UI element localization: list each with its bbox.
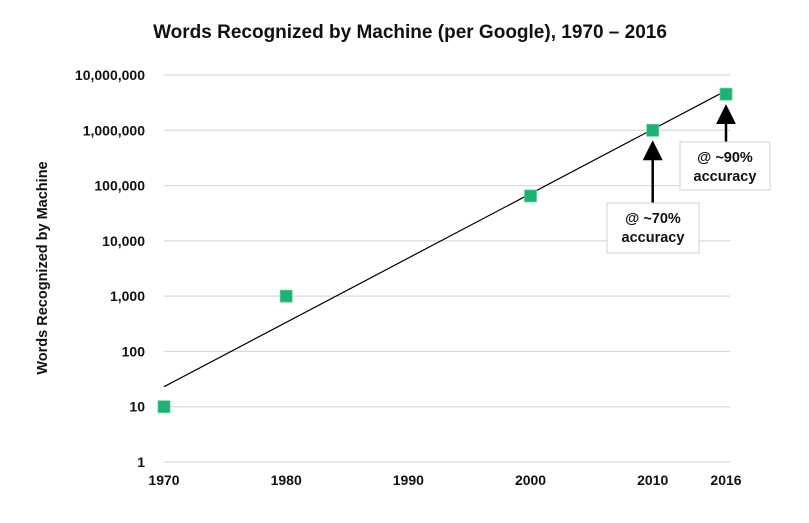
- chart-title: Words Recognized by Machine (per Google)…: [153, 22, 667, 43]
- annotation-box: [679, 141, 771, 191]
- y-tick-label: 100: [122, 343, 146, 359]
- data-point: [719, 87, 733, 101]
- y-tick-label: 1,000: [110, 288, 145, 304]
- y-axis-label: Words Recognized by Machine: [35, 161, 51, 374]
- annotation-line1: @ ~70%: [625, 211, 681, 227]
- annotation-line1: @ ~90%: [697, 150, 753, 166]
- annotation-line2: accuracy: [694, 169, 757, 185]
- data-point: [157, 400, 171, 414]
- annotation-box: [606, 202, 700, 254]
- data-point: [646, 123, 660, 137]
- x-tick-label: 2010: [637, 472, 668, 488]
- y-tick-label: 100,000: [94, 178, 145, 194]
- x-tick-label: 1990: [393, 472, 424, 488]
- y-tick-label: 1: [137, 454, 145, 470]
- y-tick-label: 1,000,000: [83, 122, 145, 138]
- annotation-line2: accuracy: [622, 230, 685, 246]
- y-tick-label: 10,000,000: [75, 67, 145, 83]
- trendline: [163, 90, 727, 388]
- x-tick-label: 2000: [515, 472, 546, 488]
- data-point: [279, 289, 293, 303]
- x-tick-label: 1970: [148, 472, 179, 488]
- x-tick-label: 1980: [271, 472, 302, 488]
- x-tick-label: 2016: [710, 472, 741, 488]
- y-tick-label: 10,000: [102, 233, 145, 249]
- y-tick-label: 10: [129, 399, 145, 415]
- data-point: [524, 189, 537, 203]
